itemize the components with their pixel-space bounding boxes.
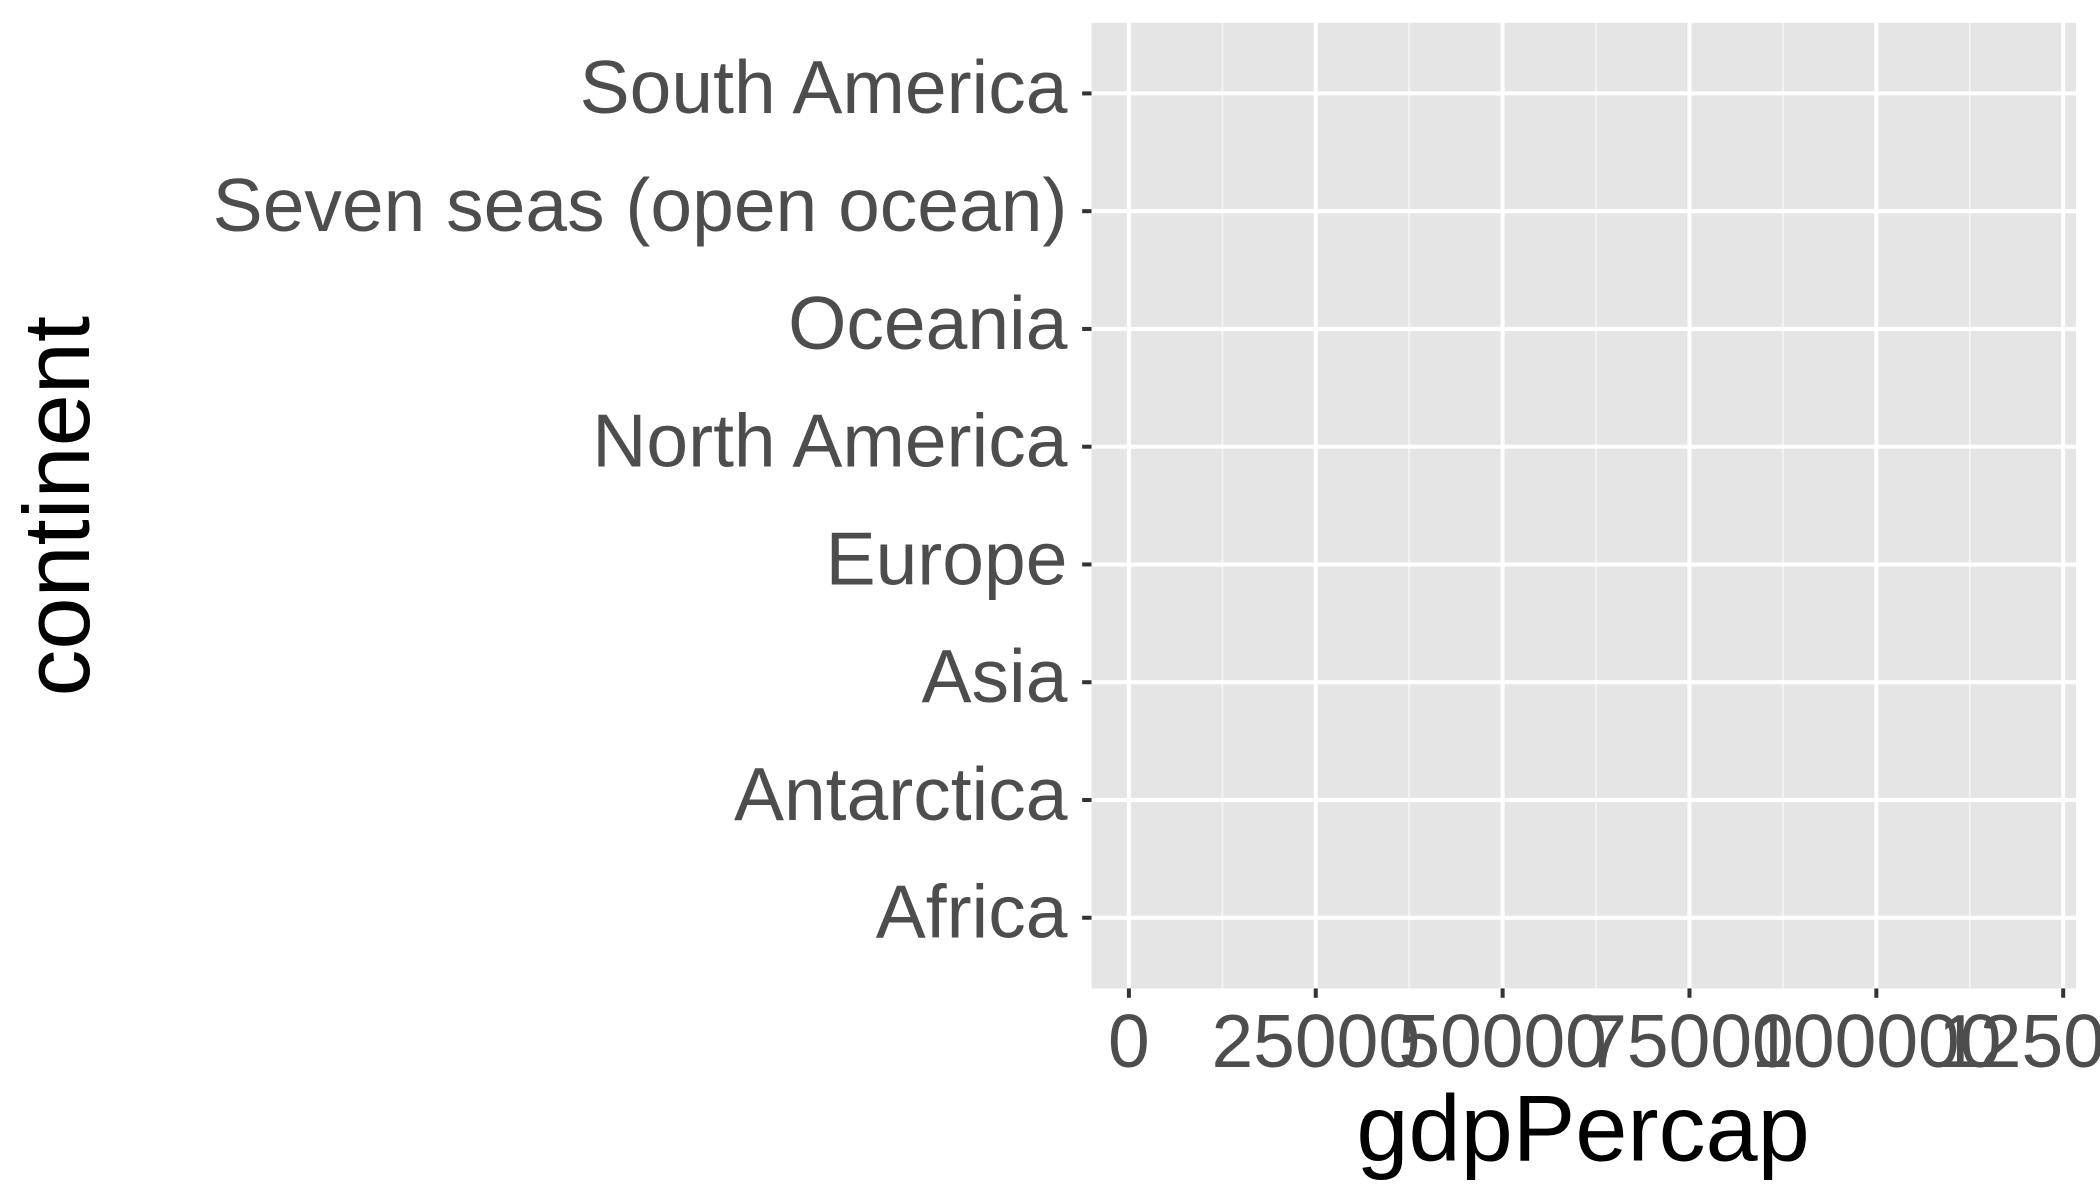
panel [1091,22,2076,989]
y-tick-label: South America [580,45,1068,129]
x-tick-label: 125000 [1938,999,2100,1083]
y-tick-label: Antarctica [734,752,1068,836]
y-tick-label: Africa [876,870,1068,954]
y-tick-label: North America [592,399,1067,483]
plot: gdpPercap continent 0 2500050000750001000… [4,22,2100,1180]
x-tick-label: 25000 [1211,999,1420,1083]
y-tick-label: Oceania [788,281,1068,365]
y-tick-label: Europe [826,516,1068,600]
x-tick-label: 50000 [1398,999,1607,1083]
y-tick-label: Seven seas (open ocean) [213,163,1068,247]
x-tick-label: 100000 [1751,999,2001,1083]
x-tick-label: 75000 [1585,999,1794,1083]
x-tick-label: 0 [1108,999,1150,1083]
x-axis-title: gdpPercap [1356,1075,1809,1180]
y-axis-title: continent [4,316,109,697]
y-tick-label: Asia [922,634,1068,718]
